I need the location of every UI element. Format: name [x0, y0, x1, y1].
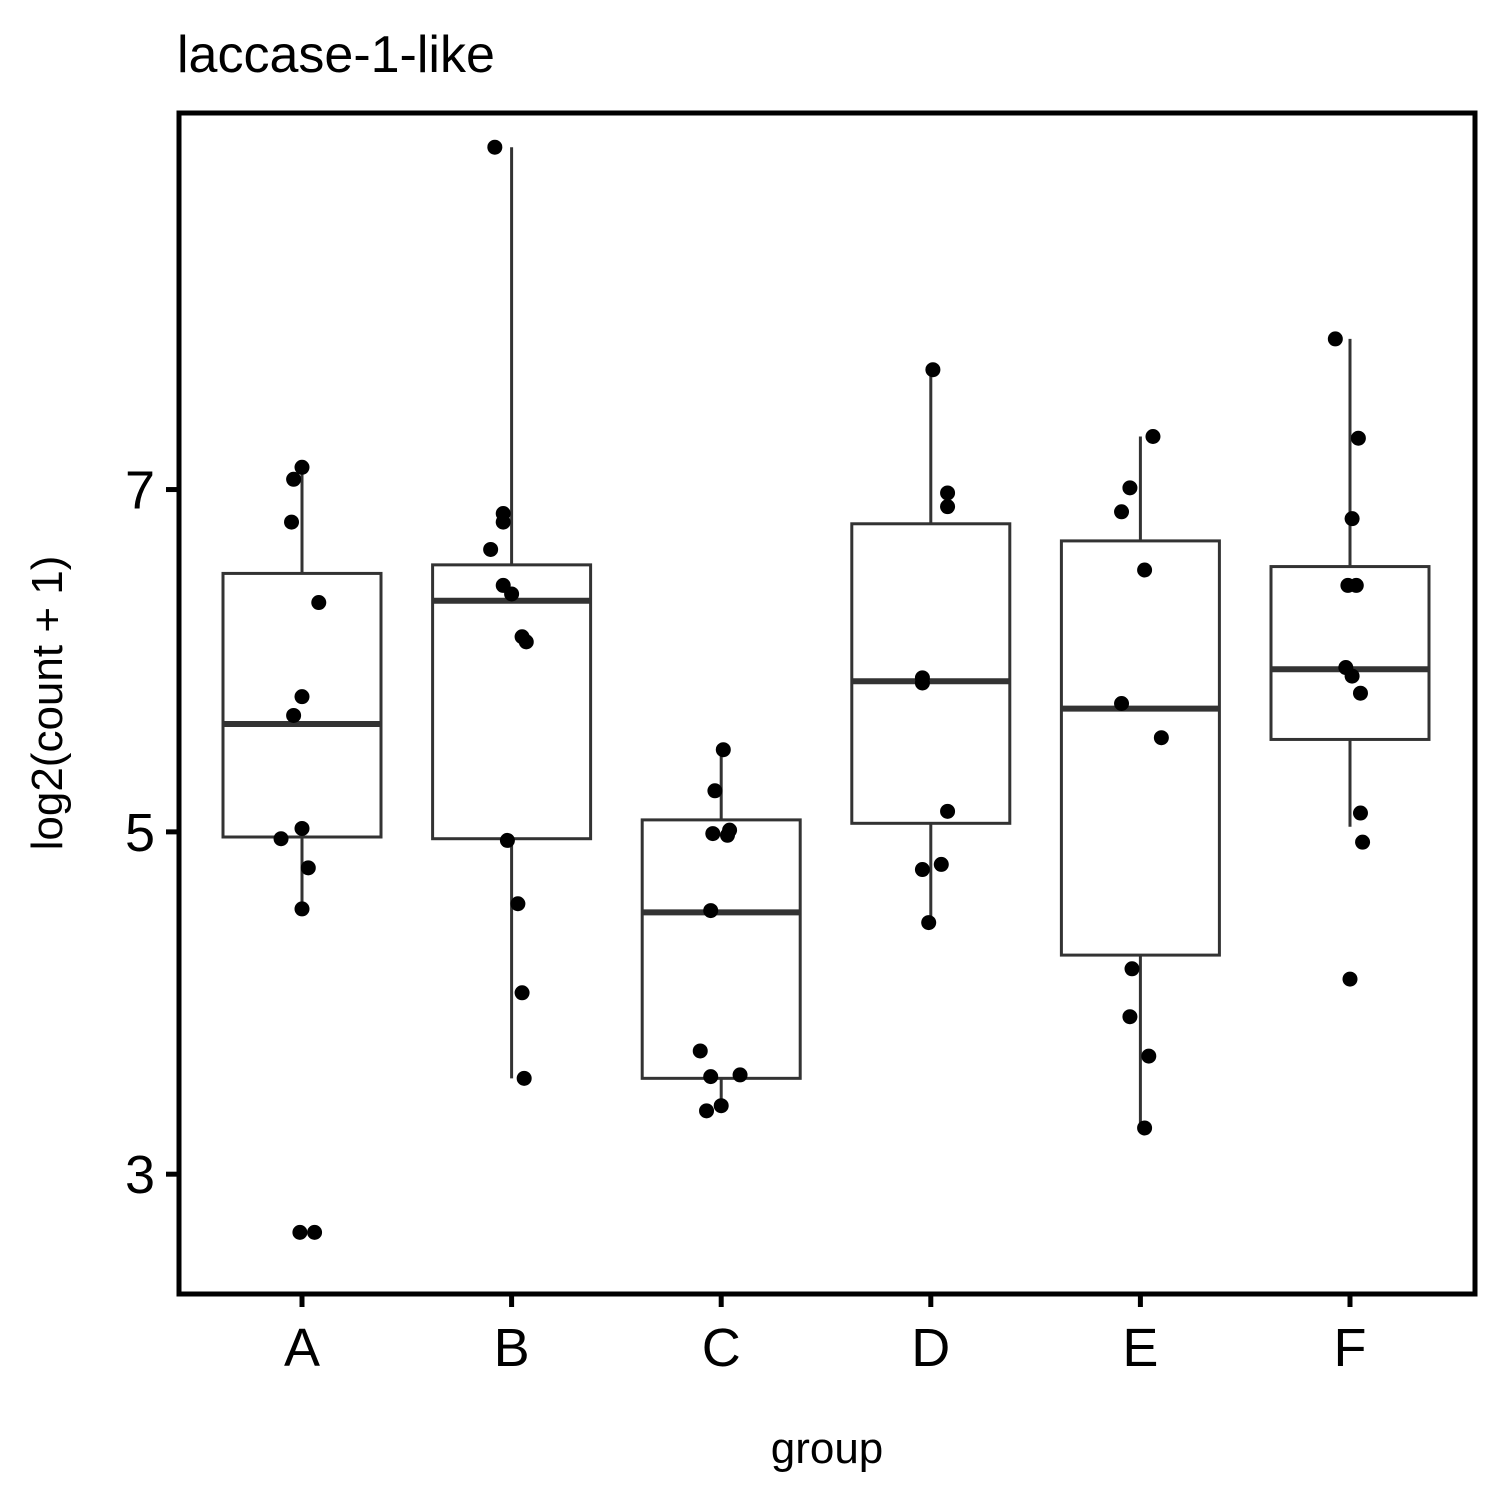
data-point [1350, 430, 1366, 446]
data-point [692, 1043, 708, 1059]
y-axis-title: log2(count + 1) [23, 556, 72, 851]
data-point [1114, 504, 1130, 520]
box-E [1059, 436, 1221, 1128]
x-tick-label: D [911, 1318, 950, 1378]
data-point [1114, 696, 1130, 711]
data-point [707, 783, 723, 799]
data-point [705, 826, 721, 842]
data-point [311, 595, 327, 611]
data-point [286, 707, 302, 723]
box-rect [1269, 565, 1431, 741]
data-point [1153, 730, 1169, 746]
data-point [483, 541, 499, 557]
data-point [292, 1224, 308, 1240]
data-point [1122, 480, 1138, 496]
data-point [703, 1069, 719, 1085]
box-rect [221, 571, 383, 839]
data-point [495, 514, 511, 530]
x-tick-label: E [1122, 1318, 1158, 1378]
data-point [699, 1103, 715, 1119]
data-point [914, 675, 930, 691]
data-point [284, 514, 300, 530]
data-point [504, 586, 520, 602]
x-tick-label: C [702, 1318, 741, 1378]
data-point [307, 1224, 323, 1240]
data-point [940, 485, 956, 501]
box-rect [1059, 539, 1221, 957]
data-point [518, 634, 534, 650]
box-C [640, 749, 802, 1111]
data-point [1124, 961, 1140, 977]
data-point [294, 820, 310, 836]
box-rect [431, 563, 593, 841]
data-point [1327, 331, 1343, 347]
data-point [514, 985, 530, 1001]
data-point [719, 827, 735, 843]
data-point [510, 896, 526, 912]
data-point [713, 1098, 729, 1114]
box-rect [640, 818, 802, 1080]
axes: 3 5 7 A B C D E F [125, 461, 1367, 1378]
data-point [1352, 685, 1368, 701]
data-point [703, 903, 719, 919]
data-point [732, 1067, 748, 1083]
data-point [273, 831, 289, 847]
data-point [1348, 577, 1364, 593]
panel-border [176, 110, 1478, 1297]
y-tick-label: 7 [125, 461, 155, 521]
data-point [921, 915, 937, 931]
box-rect [850, 522, 1012, 825]
data-point [1344, 511, 1360, 527]
box-B [431, 147, 593, 1079]
data-point [1137, 562, 1153, 578]
data-point [940, 499, 956, 515]
data-point [933, 856, 949, 872]
box-D [850, 369, 1012, 923]
chart-title: laccase-1-like [177, 26, 495, 84]
data-point [1141, 1048, 1157, 1064]
x-axis-title: group [771, 1424, 884, 1473]
x-tick-label: A [284, 1318, 320, 1378]
data-point [925, 362, 941, 378]
data-point [1352, 805, 1368, 821]
data-point [300, 860, 316, 876]
x-tick-label: B [494, 1318, 530, 1378]
data-point [1137, 1120, 1153, 1136]
x-tick-label: F [1334, 1318, 1367, 1378]
data-point [1344, 668, 1360, 684]
data-point [1122, 1009, 1138, 1025]
data-point [286, 471, 302, 487]
data-point [499, 832, 515, 848]
data-point [940, 803, 956, 819]
data-point [715, 742, 731, 758]
y-tick-label: 5 [125, 803, 155, 863]
data-point [487, 139, 503, 155]
plot-area [221, 139, 1431, 1240]
box-A [221, 467, 383, 909]
data-point [516, 1070, 532, 1086]
data-point [914, 862, 930, 878]
data-point [1355, 834, 1371, 850]
data-point [294, 459, 310, 475]
y-tick-label: 3 [125, 1145, 155, 1205]
data-point [1342, 971, 1358, 987]
data-point [294, 901, 310, 917]
data-point [1145, 428, 1161, 444]
data-point [294, 689, 310, 705]
